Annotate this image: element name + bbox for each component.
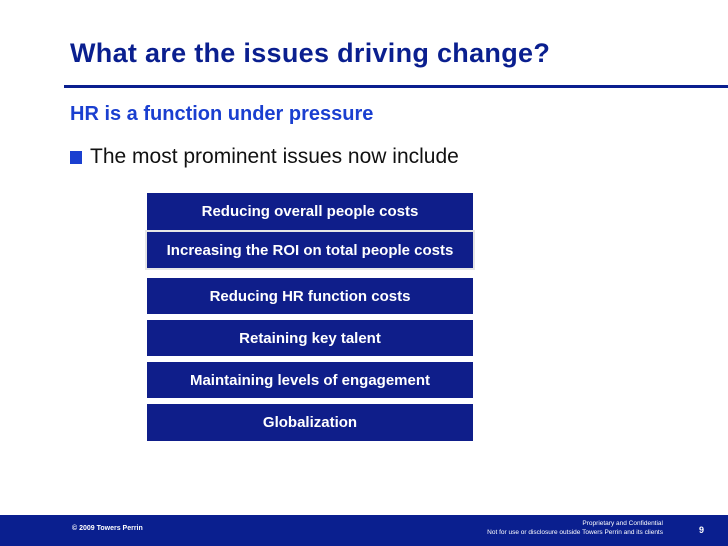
issue-box-engagement: Maintaining levels of engagement [147, 362, 473, 398]
title-divider [64, 85, 728, 88]
issue-box-increasing-roi: Increasing the ROI on total people costs [145, 230, 475, 270]
square-bullet-icon [70, 150, 82, 164]
footer-bar: © 2009 Towers Perrin Proprietary and Con… [0, 515, 728, 546]
bullet-text: The most prominent issues now include [90, 145, 459, 168]
issue-box-globalization: Globalization [147, 404, 473, 441]
footer-disclosure: Not for use or disclosure outside Towers… [487, 529, 663, 536]
footer-confidential: Proprietary and Confidential Not for use… [487, 519, 663, 537]
issue-box-reducing-people-costs: Reducing overall people costs [147, 193, 473, 230]
footer-copyright: © 2009 Towers Perrin [72, 525, 143, 532]
footer-proprietary: Proprietary and Confidential [582, 520, 663, 527]
bullet-item: The most prominent issues now include [70, 145, 459, 169]
issue-box-retaining-talent: Retaining key talent [147, 320, 473, 356]
slide-subtitle: HR is a function under pressure [70, 103, 374, 125]
slide-title: What are the issues driving change? [70, 38, 551, 68]
page-number: 9 [698, 525, 704, 535]
issue-box-reducing-hr-costs: Reducing HR function costs [147, 278, 473, 314]
